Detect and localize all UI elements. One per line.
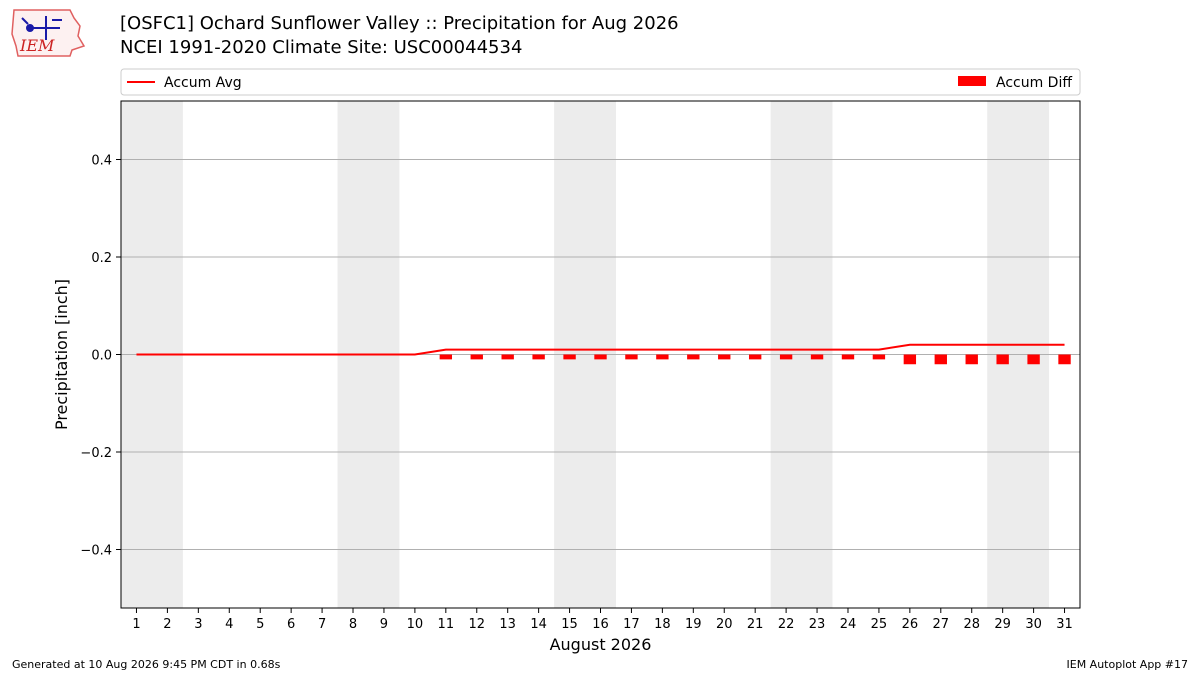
- x-tick-label: 22: [778, 617, 795, 632]
- chart-subtitle: NCEI 1991-2020 Climate Site: USC00044534: [120, 37, 523, 58]
- x-tick-label: 21: [747, 617, 764, 632]
- weather-station-icon: [21, 16, 62, 40]
- x-tick-label: 6: [287, 617, 295, 632]
- legend-box: [120, 68, 1081, 96]
- x-tick-label: 8: [349, 617, 357, 632]
- accum-diff-bar: [625, 354, 638, 360]
- accum-diff-bar: [872, 354, 886, 360]
- iem-logo: IEM: [11, 9, 86, 57]
- plot-frame: [120, 100, 1081, 609]
- x-tick-label: 12: [468, 617, 485, 632]
- accum-diff-bar: [563, 354, 576, 360]
- x-tick-label: 26: [902, 617, 919, 632]
- accum-diff-bar: [594, 354, 607, 360]
- x-tick-label: 10: [407, 617, 424, 632]
- x-tick-label: 30: [1025, 617, 1042, 632]
- app-footer: IEM Autoplot App #17: [1066, 658, 1189, 671]
- x-tick-label: 24: [840, 617, 857, 632]
- x-tick-label: 17: [623, 617, 640, 632]
- legend: Accum Avg Accum Diff: [120, 68, 1081, 96]
- y-tick-label: −0.2: [80, 446, 112, 461]
- accum-diff-bar: [810, 354, 824, 360]
- x-tick-label: 20: [716, 617, 733, 632]
- x-tick-label: 2: [163, 617, 171, 632]
- y-tick-label: 0.2: [91, 251, 112, 266]
- accum-diff-bar: [656, 354, 669, 360]
- x-tick-label: 1: [132, 617, 140, 632]
- accum-diff-bar: [965, 354, 978, 365]
- y-tick-label: 0.4: [91, 154, 112, 169]
- y-tick-label: 0.0: [91, 349, 112, 364]
- generated-footer: Generated at 10 Aug 2026 9:45 PM CDT in …: [12, 658, 281, 671]
- logo-text: IEM: [19, 36, 55, 55]
- x-tick-label: 29: [994, 617, 1011, 632]
- x-tick-label: 15: [561, 617, 578, 632]
- x-tick-label: 28: [963, 617, 980, 632]
- legend-bar-swatch: [958, 76, 986, 86]
- legend-label-accum-avg: Accum Avg: [164, 75, 242, 91]
- x-tick-label: 16: [592, 617, 609, 632]
- accum-diff-bar: [718, 354, 731, 360]
- x-axis-label: August 2026: [550, 635, 652, 654]
- accum-avg-line: [136, 343, 1065, 356]
- x-tick-label: 23: [809, 617, 826, 632]
- accum-diff-bar: [1027, 354, 1040, 365]
- x-tick-label: 9: [380, 617, 388, 632]
- accum-diff-bar: [1058, 354, 1071, 365]
- accum-diff-bar: [501, 354, 514, 360]
- y-tick-label: −0.4: [80, 544, 112, 559]
- accum-diff-bar: [934, 354, 947, 365]
- iowa-outline-icon: [11, 9, 86, 57]
- accum-diff-bar: [439, 354, 453, 360]
- x-tick-label: 11: [438, 617, 455, 632]
- accum-diff-bar: [748, 354, 762, 360]
- legend-label-accum-diff: Accum Diff: [996, 75, 1072, 91]
- y-axis-label: Precipitation [inch]: [52, 279, 71, 430]
- x-tick-label: 19: [685, 617, 702, 632]
- x-tick-label: 5: [256, 617, 264, 632]
- accum-diff-bar: [841, 354, 855, 360]
- accum-diff-bar: [532, 354, 545, 360]
- x-tick-label: 14: [530, 617, 547, 632]
- accum-diff-bar: [470, 354, 483, 360]
- accum-diff-bar: [996, 354, 1009, 365]
- accum-diff-bar: [779, 354, 793, 360]
- x-tick-label: 18: [654, 617, 671, 632]
- chart-title: [OSFC1] Ochard Sunflower Valley :: Preci…: [120, 13, 679, 34]
- x-tick-label: 7: [318, 617, 326, 632]
- accum-diff-bar: [903, 354, 917, 365]
- x-tick-label: 27: [933, 617, 950, 632]
- x-tick-label: 3: [194, 617, 202, 632]
- x-tick-label: 4: [225, 617, 233, 632]
- x-tick-label: 31: [1056, 617, 1073, 632]
- accum-diff-bar: [687, 354, 700, 360]
- x-tick-label: 13: [499, 617, 516, 632]
- chart-title-block: [OSFC1] Ochard Sunflower Valley :: Preci…: [120, 12, 679, 60]
- x-tick-label: 25: [871, 617, 888, 632]
